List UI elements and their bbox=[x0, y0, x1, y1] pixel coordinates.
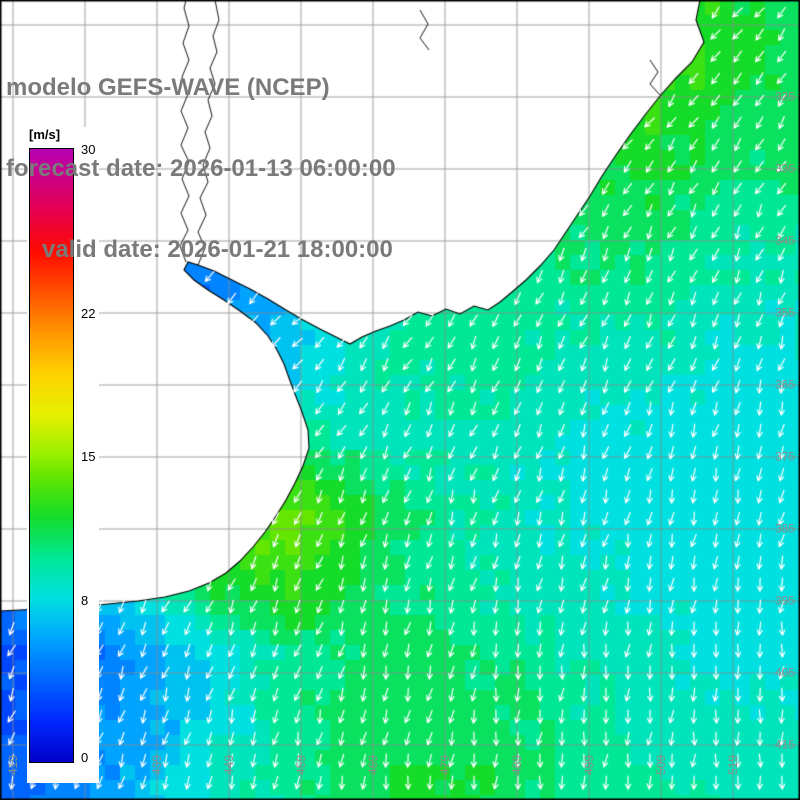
plot-titles: modelo GEFS-WAVE (NCEP) forecast date: 2… bbox=[6, 20, 396, 317]
colorbar: [m/s] 30 22 15 8 0 bbox=[27, 127, 99, 783]
grid-index-label-right: 405 bbox=[774, 665, 795, 680]
grid-index-label-bottom: 489 bbox=[510, 754, 524, 776]
grid-index-label-right: 365 bbox=[774, 377, 795, 392]
grid-index-label-bottom: 449 bbox=[222, 754, 236, 776]
colorbar-gradient bbox=[29, 148, 74, 763]
grid-index-label-bottom: 419 bbox=[6, 754, 20, 776]
valid-date-label: valid date: 2026-01-21 18:00:00 bbox=[42, 236, 393, 263]
grid-index-label-bottom: 479 bbox=[438, 754, 452, 776]
model-title: modelo GEFS-WAVE (NCEP) bbox=[6, 74, 330, 101]
colorbar-tick: 0 bbox=[81, 750, 89, 765]
grid-index-label-bottom: 469 bbox=[366, 754, 380, 776]
colorbar-tick: 22 bbox=[81, 306, 96, 321]
colorbar-unit-label: [m/s] bbox=[29, 127, 61, 142]
grid-index-label-bottom: 439 bbox=[150, 754, 164, 776]
colorbar-tick: 30 bbox=[81, 142, 96, 157]
colorbar-tick: 8 bbox=[81, 593, 89, 608]
grid-index-label-right: 385 bbox=[774, 521, 795, 536]
forecast-date-label: forecast date: 2026-01-13 06:00:00 bbox=[6, 155, 396, 182]
grid-index-label-right: 325 bbox=[774, 89, 795, 104]
grid-index-label-right: 415 bbox=[774, 737, 795, 752]
grid-index-label-right: 395 bbox=[774, 593, 795, 608]
grid-index-label-bottom: 519 bbox=[726, 754, 740, 776]
colorbar-body: 30 22 15 8 0 bbox=[29, 142, 95, 765]
grid-index-label-right: 375 bbox=[774, 449, 795, 464]
colorbar-tick: 15 bbox=[81, 449, 96, 464]
grid-index-label-bottom: 459 bbox=[294, 754, 308, 776]
grid-index-label-right: 345 bbox=[774, 233, 795, 248]
grid-index-label-bottom: 499 bbox=[582, 754, 596, 776]
grid-index-label-bottom: 509 bbox=[654, 754, 668, 776]
grid-index-label-right: 335 bbox=[774, 161, 795, 176]
grid-index-label-right: 355 bbox=[774, 305, 795, 320]
